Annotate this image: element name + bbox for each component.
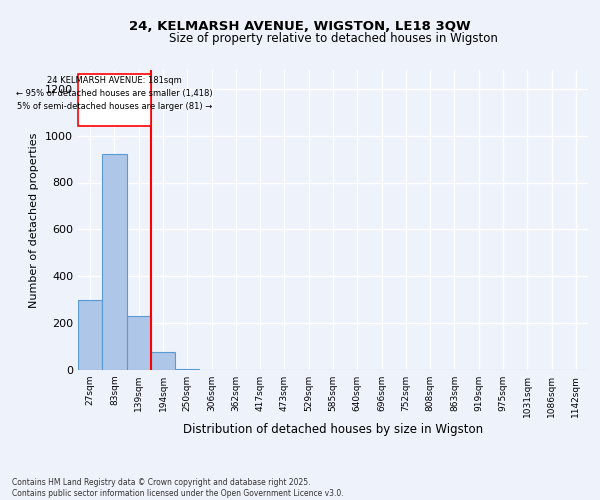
Bar [78, 300, 102, 370]
Bar [127, 316, 151, 370]
Bar [78, 74, 151, 126]
Bar [151, 352, 175, 370]
Bar [102, 154, 127, 370]
Text: Contains HM Land Registry data © Crown copyright and database right 2025.
Contai: Contains HM Land Registry data © Crown c… [12, 478, 344, 498]
Title: Size of property relative to detached houses in Wigston: Size of property relative to detached ho… [169, 32, 497, 45]
Y-axis label: Number of detached properties: Number of detached properties [29, 132, 40, 308]
Bar [175, 369, 199, 370]
Text: 24 KELMARSH AVENUE: 181sqm
← 95% of detached houses are smaller (1,418)
5% of se: 24 KELMARSH AVENUE: 181sqm ← 95% of deta… [16, 76, 213, 112]
Text: 24, KELMARSH AVENUE, WIGSTON, LE18 3QW: 24, KELMARSH AVENUE, WIGSTON, LE18 3QW [129, 20, 471, 32]
X-axis label: Distribution of detached houses by size in Wigston: Distribution of detached houses by size … [183, 422, 483, 436]
